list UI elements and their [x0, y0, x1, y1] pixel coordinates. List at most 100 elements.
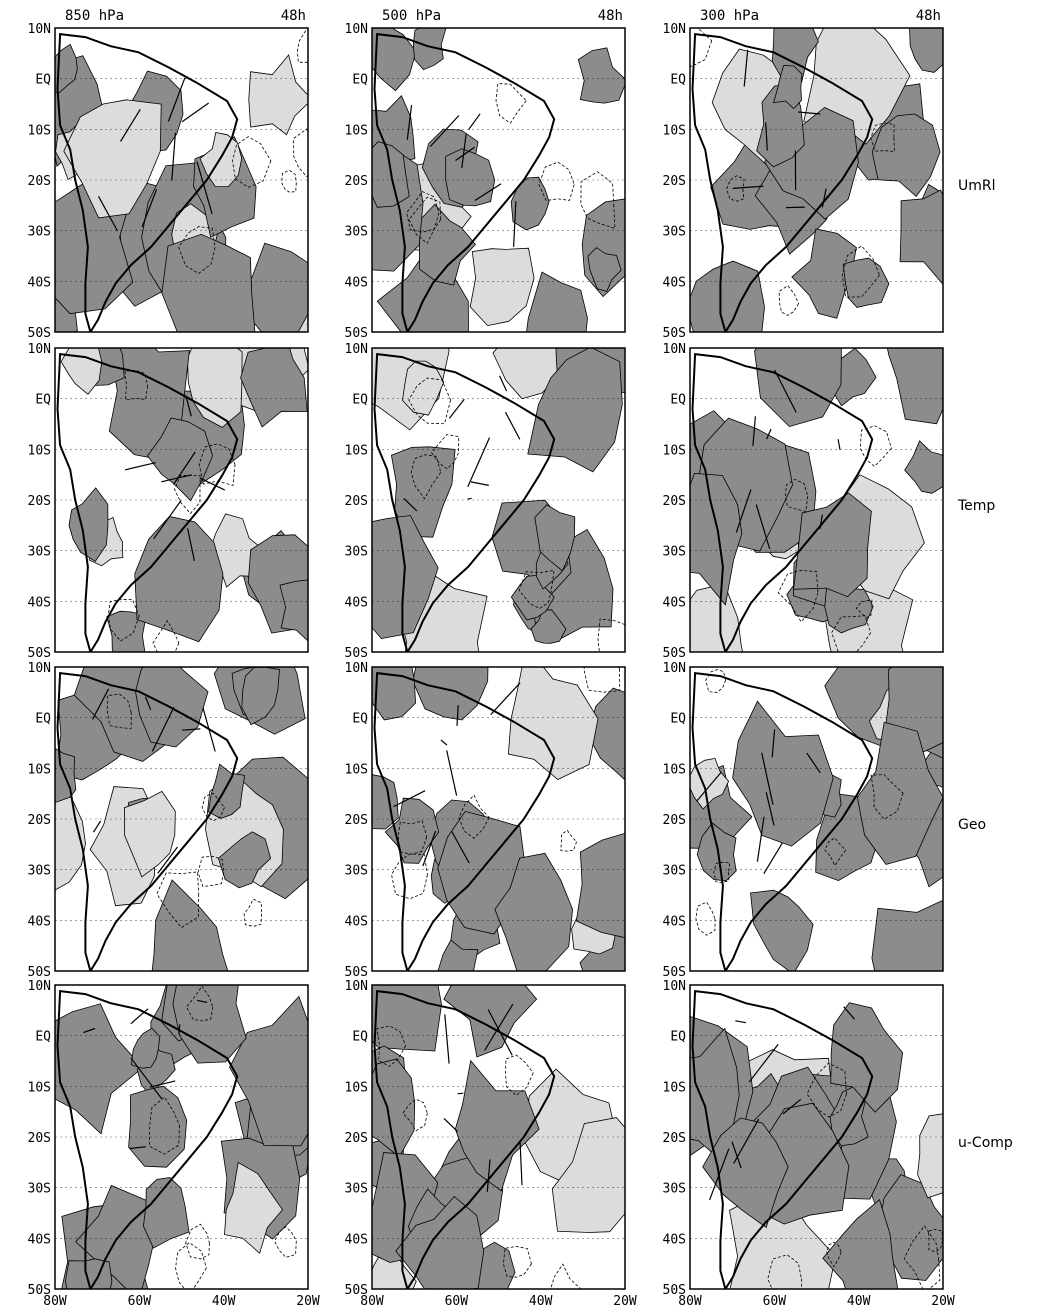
lat-label: 30S: [345, 225, 368, 240]
lat-label: 10S: [663, 123, 686, 138]
lat-label: 10N: [28, 22, 51, 37]
lon-label: 20W: [931, 1294, 955, 1309]
lat-label: 40S: [663, 275, 686, 290]
lon-label: 40W: [212, 1294, 236, 1309]
lat-label: 30S: [663, 225, 686, 240]
lat-label: 10S: [28, 443, 51, 458]
lat-label: 40S: [28, 914, 51, 929]
lat-label: 10S: [663, 443, 686, 458]
lat-label: 10N: [28, 661, 51, 676]
lat-label: EQ: [35, 712, 51, 727]
row-variable-label: Geo: [958, 817, 986, 833]
lat-label: 40S: [345, 275, 368, 290]
lat-label: 50S: [663, 965, 686, 980]
map-panel-u-comp-300-hpa: [689, 984, 944, 1290]
lat-label: EQ: [352, 73, 368, 88]
lat-label: 10N: [345, 22, 368, 37]
lat-label: EQ: [352, 393, 368, 408]
lat-label: 30S: [345, 864, 368, 879]
lat-label: 10S: [345, 762, 368, 777]
lat-label: 10S: [28, 1080, 51, 1095]
map-panel-geo-300-hpa: [689, 666, 944, 972]
map-panel-temp-500-hpa: [371, 347, 626, 653]
lat-label: 30S: [345, 1182, 368, 1197]
row-variable-label: Temp: [957, 498, 995, 514]
lat-label: 10S: [345, 443, 368, 458]
lat-label: 40S: [345, 595, 368, 610]
lon-label: 60W: [128, 1294, 152, 1309]
lat-label: 10S: [663, 1080, 686, 1095]
lon-label: 60W: [445, 1294, 469, 1309]
lat-label: EQ: [35, 393, 51, 408]
map-panel-umrl-500-hpa: [371, 27, 626, 333]
column-level-label: 500 hPa: [382, 8, 441, 24]
lat-label: 10N: [28, 342, 51, 357]
lat-label: 40S: [663, 595, 686, 610]
lat-label: 20S: [345, 1131, 368, 1146]
lat-label: 30S: [28, 864, 51, 879]
lat-label: EQ: [352, 712, 368, 727]
lat-label: EQ: [670, 1030, 686, 1045]
lat-label: EQ: [670, 73, 686, 88]
lon-label: 80W: [43, 1294, 67, 1309]
lat-label: 40S: [345, 1232, 368, 1247]
map-panel-umrl-850-hpa: [54, 27, 309, 333]
lat-label: 10N: [345, 979, 368, 994]
lat-label: 40S: [345, 914, 368, 929]
column-level-label: 850 hPa: [65, 8, 124, 24]
column-time-label: 48h: [916, 8, 941, 24]
lat-label: EQ: [670, 393, 686, 408]
lat-label: 20S: [28, 494, 51, 509]
lat-label: 20S: [345, 174, 368, 189]
lat-label: EQ: [670, 712, 686, 727]
column-time-label: 48h: [598, 8, 623, 24]
lat-label: 30S: [28, 1182, 51, 1197]
map-panel-geo-850-hpa: [54, 666, 309, 972]
lat-label: 50S: [345, 965, 368, 980]
lat-label: 10N: [663, 22, 686, 37]
lat-label: 20S: [28, 1131, 51, 1146]
lat-label: 50S: [28, 1283, 51, 1298]
column-level-label: 300 hPa: [700, 8, 759, 24]
lat-label: 10S: [345, 123, 368, 138]
lon-label: 20W: [613, 1294, 637, 1309]
lat-label: 10N: [663, 661, 686, 676]
lat-label: 50S: [345, 1283, 368, 1298]
lat-label: 20S: [345, 813, 368, 828]
lat-label: 40S: [663, 914, 686, 929]
row-variable-label: UmRl: [958, 178, 996, 194]
lat-label: 30S: [663, 864, 686, 879]
lat-label: 40S: [28, 595, 51, 610]
lat-label: 50S: [663, 1283, 686, 1298]
lat-label: 50S: [28, 326, 51, 341]
lat-label: 30S: [663, 1182, 686, 1197]
lat-label: 10N: [663, 342, 686, 357]
lat-label: 10S: [663, 762, 686, 777]
lon-label: 20W: [296, 1294, 320, 1309]
lat-label: 50S: [28, 965, 51, 980]
column-time-label: 48h: [281, 8, 306, 24]
row-variable-label: u-Comp: [958, 1135, 1013, 1151]
lat-label: 30S: [345, 545, 368, 560]
lat-label: 50S: [345, 646, 368, 661]
lon-label: 80W: [360, 1294, 384, 1309]
lat-label: 10N: [345, 661, 368, 676]
lat-label: 10N: [345, 342, 368, 357]
lat-label: 50S: [663, 326, 686, 341]
lon-label: 80W: [678, 1294, 702, 1309]
lat-label: EQ: [35, 1030, 51, 1045]
map-panel-temp-300-hpa: [689, 347, 944, 653]
lon-label: 60W: [763, 1294, 787, 1309]
lat-label: 20S: [663, 1131, 686, 1146]
lat-label: 50S: [28, 646, 51, 661]
lon-label: 40W: [847, 1294, 871, 1309]
lat-label: 40S: [28, 275, 51, 290]
lat-label: 20S: [28, 813, 51, 828]
map-panel-u-comp-500-hpa: [371, 984, 626, 1290]
map-panel-geo-500-hpa: [371, 666, 626, 972]
lat-label: EQ: [352, 1030, 368, 1045]
lat-label: 40S: [28, 1232, 51, 1247]
lat-label: 30S: [28, 545, 51, 560]
lat-label: 10S: [28, 123, 51, 138]
